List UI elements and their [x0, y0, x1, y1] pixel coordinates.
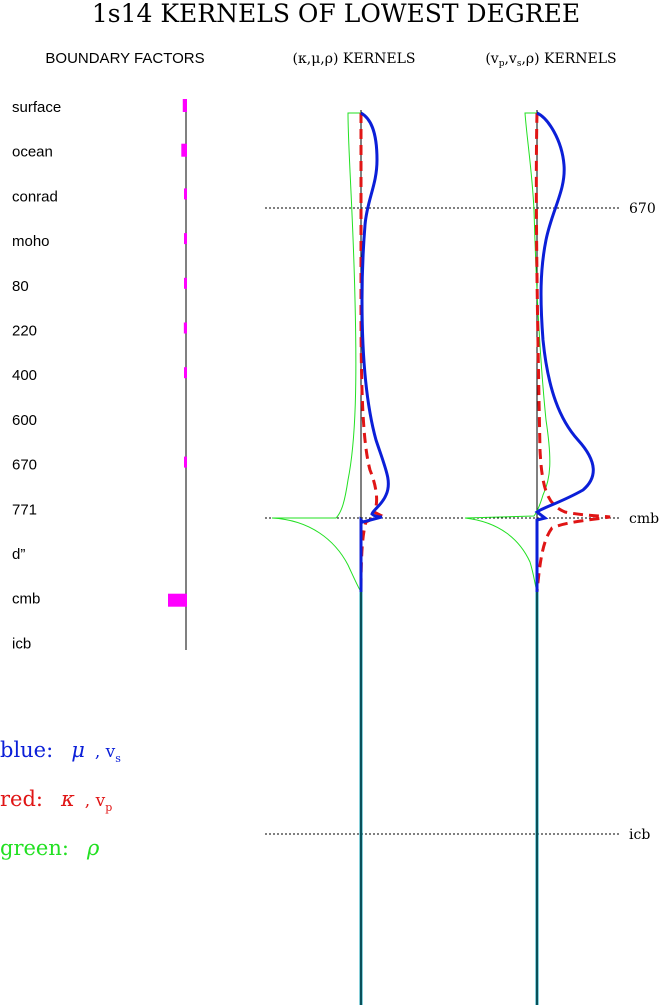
boundary-label-11: cmb: [12, 591, 40, 608]
boundary-bar-11: [168, 593, 187, 607]
vvr-panel-title: (vp,vs,ρ) KERNELS: [485, 51, 616, 69]
boundary-bar-8: [184, 456, 187, 468]
depth-label-670: 670: [629, 201, 656, 217]
boundary-label-7: 600: [12, 412, 37, 429]
boundary-panel-title: BOUNDARY FACTORS: [45, 50, 204, 67]
depth-label-icb: icb: [629, 827, 650, 843]
kmr-kernel-panel: [271, 110, 390, 1005]
boundary-label-9: 771: [12, 501, 37, 518]
boundary-label-12: icb: [12, 635, 31, 652]
depth-label-cmb: cmb: [629, 511, 659, 527]
kmr-mu-kernel: [359, 111, 390, 592]
boundary-bar-3: [184, 233, 187, 245]
boundary-bar-5: [183, 322, 187, 334]
boundary-bar-4: [184, 277, 187, 289]
boundary-label-3: moho: [12, 233, 50, 250]
boundary-label-1: ocean: [12, 144, 53, 161]
boundary-label-10: d”: [12, 546, 25, 563]
boundary-label-6: 400: [12, 367, 37, 384]
boundary-bar-2: [184, 188, 187, 200]
boundary-label-4: 80: [12, 278, 29, 295]
boundary-label-8: 670: [12, 457, 37, 474]
boundary-bars: [168, 99, 187, 607]
legend-green: green: ρ: [0, 836, 100, 860]
figure-title: 1s14 KERNELS OF LOWEST DEGREE: [92, 0, 580, 28]
vvr-vs-kernel: [534, 111, 595, 592]
kmr-kappa-kernel: [359, 113, 384, 593]
boundary-bar-1: [181, 143, 187, 157]
kmr-rho-kernel: [271, 112, 362, 593]
vvr-kernel-panel: [464, 110, 611, 1005]
kmr-panel-title: (κ,μ,ρ) KERNELS: [293, 51, 416, 67]
boundary-label-5: 220: [12, 323, 37, 340]
boundary-labels: surface ocean conrad moho 80 220 400 600 670 771 d…: [12, 99, 61, 652]
boundary-label-0: surface: [12, 99, 61, 116]
vvr-rho-kernel: [464, 112, 551, 593]
legend-red: red: κ, vp: [0, 787, 112, 814]
boundary-bar-0: [182, 99, 187, 112]
boundary-bar-6: [184, 367, 187, 379]
vvr-vp-kernel: [534, 112, 611, 593]
legend-blue: blue: μ, vs: [0, 738, 121, 765]
boundary-label-2: conrad: [12, 188, 58, 205]
